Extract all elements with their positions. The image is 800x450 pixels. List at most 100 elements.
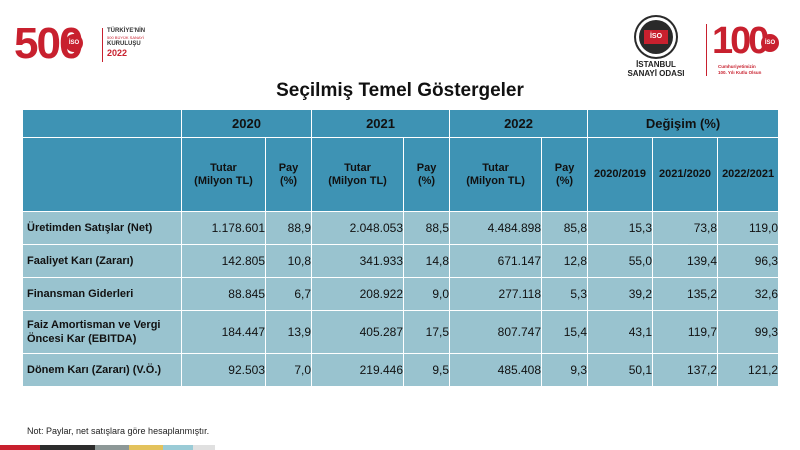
table-cell: 135,2 [652, 277, 719, 311]
table-cell: 17,5 [403, 310, 451, 354]
table-cell: 219.446 [311, 353, 405, 387]
page-title: Seçilmiş Temel Göstergeler [276, 80, 524, 101]
row-label: Faiz Amortisman ve Vergi Öncesi Kar (EBI… [22, 310, 182, 354]
table-cell: 96,3 [717, 244, 780, 278]
logo-100-yil: 100 İSO Cumhuriyetimizin 100. Yılı Kutlu… [706, 20, 790, 80]
logo-500-iso-badge: İSO [65, 34, 83, 52]
table-cell: 277.118 [449, 277, 543, 311]
footer-stripe [40, 445, 95, 450]
chamber-name-line2: SANAYİ ODASI [627, 69, 685, 78]
table-cell: 55,0 [587, 244, 654, 278]
year-header-2021: 2021 [311, 109, 451, 138]
logo-500-year: 2022 [107, 48, 128, 58]
table-cell: 10,8 [264, 244, 313, 278]
logo-500-line3: KURULUŞU [107, 41, 141, 47]
logo-100-divider [706, 24, 707, 76]
table-cell: 485.408 [449, 353, 543, 387]
logo-500-buyuk-sanayi: 500 İSO TÜRKİYE'NİN 500 BÜYÜK SANAYİ KUR… [14, 20, 164, 70]
table-cell: 39,2 [587, 277, 654, 311]
footer-stripe [95, 445, 129, 450]
table-cell: 92.503 [181, 353, 266, 387]
chamber-name-line1: İSTANBUL [636, 60, 676, 69]
table-cell: 9,0 [403, 277, 451, 311]
table-row: Üretimden Satışlar (Net) 1.178.601 88,9 2.0… [22, 211, 780, 245]
table-cell: 9,5 [403, 353, 451, 387]
table-cell: 6,7 [264, 277, 313, 311]
subheader-empty-cell [22, 137, 182, 212]
gear-icon: İSO [639, 20, 673, 54]
subheader-amount-2021: Tutar (Milyon TL) [311, 137, 405, 212]
row-label: Üretimden Satışlar (Net) [22, 211, 182, 245]
table-cell: 341.933 [311, 244, 405, 278]
table-cell: 1.178.601 [181, 211, 266, 245]
table-cell: 88,5 [403, 211, 451, 245]
subheader-change-period: 2020/2019 [587, 137, 654, 212]
table-cell: 119,0 [717, 211, 780, 245]
table-cell: 7,0 [264, 353, 313, 387]
table-cell: 121,2 [717, 353, 780, 387]
header-row-subheaders: Tutar (Milyon TL) Pay (%) Tutar (Milyon TL… [22, 137, 780, 212]
table-cell: 13,9 [264, 310, 313, 354]
footer-stripe [0, 445, 40, 450]
header-empty-cell [22, 109, 182, 138]
table-cell: 12,8 [541, 244, 589, 278]
table-cell: 50,1 [587, 353, 654, 387]
table-cell: 2.048.053 [311, 211, 405, 245]
year-header-2020: 2020 [180, 109, 313, 138]
indicators-table: 2020 2021 2022 Değişim (%) Tutar (Milyon… [22, 109, 780, 387]
row-label: Faaliyet Karı (Zararı) [22, 244, 182, 278]
table-cell: 137,2 [652, 353, 719, 387]
logo-500-line1: TÜRKİYE'NİN [107, 28, 146, 34]
logo-500-divider [102, 28, 103, 62]
table-cell: 9,3 [541, 353, 589, 387]
subheader-change-period: 2022/2021 [717, 137, 780, 212]
logo-500-text: TÜRKİYE'NİN 500 BÜYÜK SANAYİ KURULUŞU 20… [107, 28, 177, 59]
table-cell: 4.484.898 [449, 211, 543, 245]
footer-stripe [163, 445, 193, 450]
table-cell: 139,4 [652, 244, 719, 278]
subheader-share-2022: Pay (%) [541, 137, 589, 212]
logo-100-caption: Cumhuriyetimizin 100. Yılı Kutlu Olsun [718, 64, 761, 75]
table-row: Finansman Giderleri 88.845 6,7 208.922 9,0 27… [22, 277, 780, 311]
logo-500-line2: 500 BÜYÜK SANAYİ [107, 35, 145, 40]
table-cell: 184.447 [181, 310, 266, 354]
logo-100-caption-line1: Cumhuriyetimizin [718, 64, 756, 69]
iso-badge: İSO [644, 30, 668, 44]
table-cell: 15,3 [587, 211, 654, 245]
table-cell: 405.287 [311, 310, 405, 354]
logo-istanbul-sanayi-odasi: İSO İSTANBUL SANAYİ ODASI [615, 20, 697, 80]
row-label: Finansman Giderleri [22, 277, 182, 311]
table-cell: 99,3 [717, 310, 780, 354]
subheader-amount-2020: Tutar (Milyon TL) [181, 137, 266, 212]
table-cell: 15,4 [541, 310, 589, 354]
row-label: Dönem Karı (Zararı) (V.Ö.) [22, 353, 182, 387]
table-cell: 807.747 [449, 310, 543, 354]
table-cell: 5,3 [541, 277, 589, 311]
subheader-share-2020: Pay (%) [264, 137, 313, 212]
table-cell: 85,8 [541, 211, 589, 245]
table-cell: 88,9 [264, 211, 313, 245]
subheader-share-2021: Pay (%) [403, 137, 451, 212]
table-cell: 119,7 [652, 310, 719, 354]
table-row: Dönem Karı (Zararı) (V.Ö.) 92.503 7,0 219.4… [22, 353, 780, 387]
table-cell: 32,6 [717, 277, 780, 311]
table-cell: 208.922 [311, 277, 405, 311]
subheader-amount-2022: Tutar (Milyon TL) [449, 137, 543, 212]
footer-color-stripes [0, 445, 215, 450]
year-header-2022: 2022 [449, 109, 589, 138]
table-cell: 88.845 [181, 277, 266, 311]
footer-stripe [193, 445, 215, 450]
table-row: Faiz Amortisman ve Vergi Öncesi Kar (EBI… [22, 310, 780, 354]
logo-100-iso-badge: İSO [761, 34, 779, 52]
subheader-change-period: 2021/2020 [652, 137, 719, 212]
logo-100-number: 100 [712, 20, 769, 62]
table-row: Faaliyet Karı (Zararı) 142.805 10,8 341.933… [22, 244, 780, 278]
change-header: Değişim (%) [587, 109, 780, 138]
header-row-years: 2020 2021 2022 Değişim (%) [22, 109, 780, 138]
logo-100-caption-line2: 100. Yılı Kutlu Olsun [718, 69, 762, 75]
table-cell: 73,8 [652, 211, 719, 245]
table-cell: 14,8 [403, 244, 451, 278]
table-cell: 671.147 [449, 244, 543, 278]
footnote: Not: Paylar, net satışlara göre hesaplan… [27, 426, 210, 436]
table-cell: 43,1 [587, 310, 654, 354]
